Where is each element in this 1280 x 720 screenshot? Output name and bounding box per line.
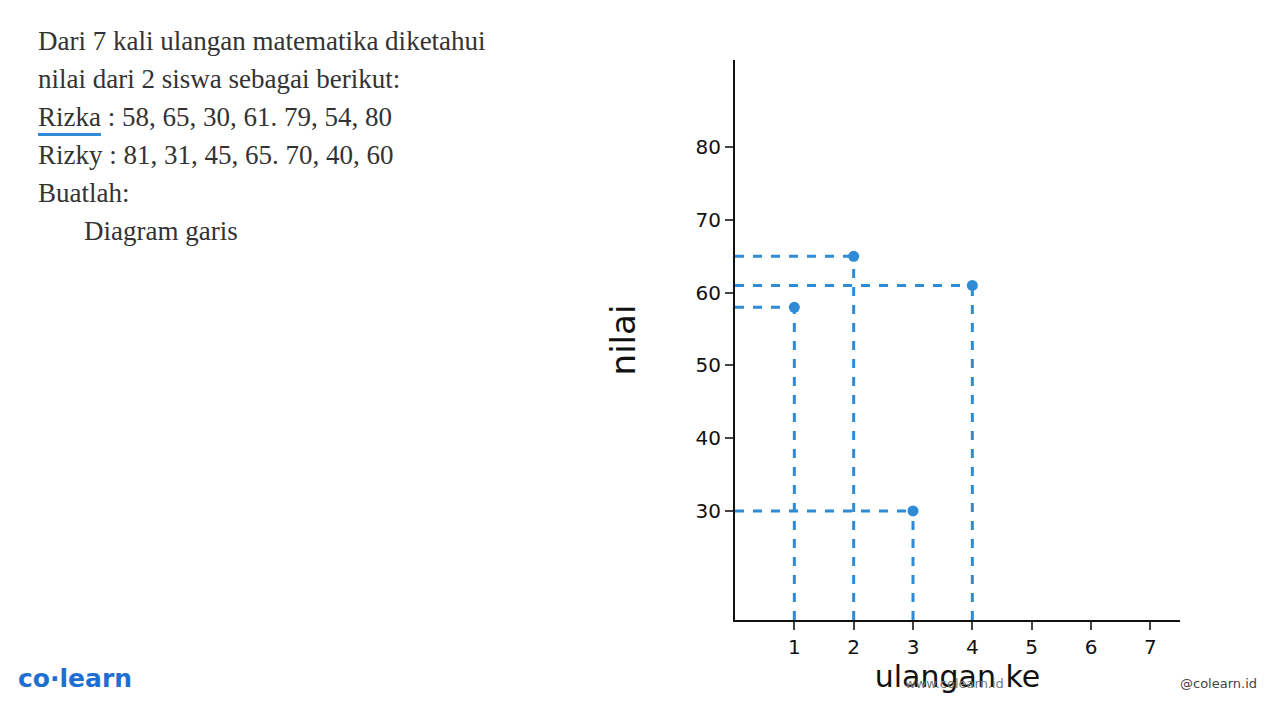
svg-text:5: 5 bbox=[1025, 635, 1038, 659]
svg-text:6: 6 bbox=[1085, 635, 1098, 659]
svg-text:70: 70 bbox=[696, 208, 721, 232]
svg-text:80: 80 bbox=[696, 135, 721, 159]
svg-text:nilai: nilai bbox=[603, 305, 643, 376]
svg-text:2: 2 bbox=[847, 635, 860, 659]
svg-text:60: 60 bbox=[696, 281, 721, 305]
svg-text:30: 30 bbox=[696, 499, 721, 523]
svg-text:ulangan ke: ulangan ke bbox=[875, 659, 1040, 694]
svg-text:3: 3 bbox=[907, 635, 920, 659]
svg-text:1: 1 bbox=[788, 635, 801, 659]
svg-text:50: 50 bbox=[696, 353, 721, 377]
svg-text:4: 4 bbox=[966, 635, 979, 659]
svg-text:40: 40 bbox=[696, 426, 721, 450]
svg-text:7: 7 bbox=[1144, 635, 1157, 659]
